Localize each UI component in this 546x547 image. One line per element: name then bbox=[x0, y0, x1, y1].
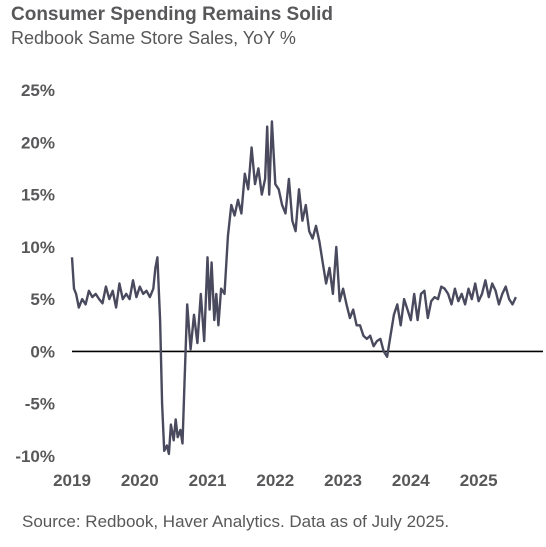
x-tick-label: 2021 bbox=[189, 471, 227, 490]
x-tick-label: 2025 bbox=[460, 471, 498, 490]
y-tick-label: -5% bbox=[25, 395, 55, 414]
chart-subtitle: Redbook Same Store Sales, YoY % bbox=[11, 28, 296, 48]
x-tick-label: 2019 bbox=[53, 471, 91, 490]
y-tick-label: 25% bbox=[21, 81, 55, 100]
chart-plot: 25% 20% 15% 10% 5% 0% -5% -10% 2019 2020 2021 2022… bbox=[15, 81, 543, 490]
source-note: Source: Redbook, Haver Analytics. Data a… bbox=[22, 512, 450, 531]
y-tick-label: 5% bbox=[30, 290, 55, 309]
y-tick-label: -10% bbox=[15, 447, 55, 466]
series-group bbox=[70, 120, 517, 456]
y-tick-label: 10% bbox=[21, 238, 55, 257]
chart-title: Consumer Spending Remains Solid bbox=[11, 4, 333, 25]
y-tick-label: 15% bbox=[21, 186, 55, 205]
x-tick-label: 2023 bbox=[324, 471, 362, 490]
x-axis-ticks: 2019 2020 2021 2022 2023 2024 2025 bbox=[53, 471, 497, 490]
x-tick-label: 2024 bbox=[392, 471, 430, 490]
y-tick-label: 20% bbox=[21, 133, 55, 152]
x-tick-label: 2022 bbox=[256, 471, 294, 490]
y-axis-ticks: 25% 20% 15% 10% 5% 0% -5% -10% bbox=[15, 81, 55, 466]
series-line bbox=[70, 120, 517, 456]
x-tick-label: 2020 bbox=[121, 471, 159, 490]
y-tick-label: 0% bbox=[30, 342, 55, 361]
